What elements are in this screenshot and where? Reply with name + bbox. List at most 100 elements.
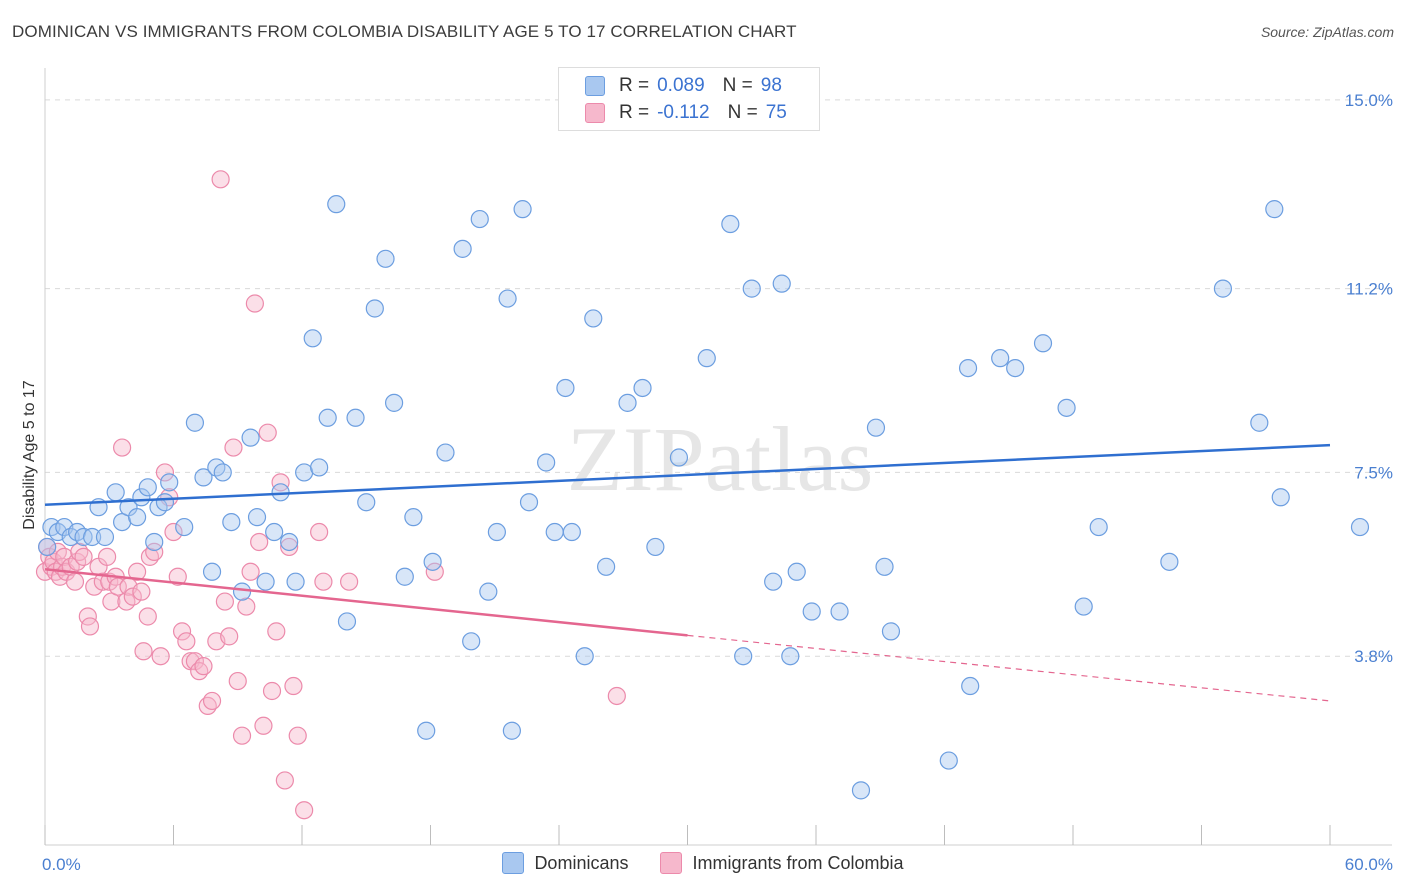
dominican-point bbox=[404, 508, 423, 527]
dominican-point bbox=[1265, 200, 1284, 219]
dominican-point bbox=[513, 200, 532, 219]
dominican-point bbox=[881, 622, 901, 641]
dominican-point bbox=[742, 279, 761, 298]
legend-item-colombia[interactable]: Immigrants from Colombia bbox=[660, 852, 904, 874]
dominican-point bbox=[939, 751, 958, 770]
dominican-point bbox=[1033, 334, 1053, 353]
colombia-trend-extension bbox=[687, 634, 1331, 702]
colombia-point bbox=[607, 686, 626, 706]
dominican-point bbox=[781, 647, 800, 666]
dominican-point bbox=[423, 552, 442, 571]
colombia-point bbox=[211, 170, 230, 189]
colombia-point bbox=[241, 562, 260, 581]
dominican-point bbox=[1089, 517, 1108, 537]
dominican-point bbox=[1006, 358, 1025, 378]
dominican-point bbox=[584, 309, 603, 328]
dominican-point bbox=[487, 522, 506, 542]
dominican-point bbox=[185, 413, 205, 432]
dominican-point bbox=[1160, 552, 1179, 571]
tick-labels: 3.8% 7.5% 11.2% 15.0% 0.0% 60.0% bbox=[42, 91, 1393, 874]
dominican-point bbox=[395, 567, 414, 586]
dominican-point bbox=[618, 393, 637, 412]
dominican-point bbox=[633, 378, 652, 398]
dominican-point bbox=[376, 249, 395, 268]
legend-n-value: 75 bbox=[765, 102, 787, 123]
dominican-point bbox=[417, 721, 436, 740]
dominican-point bbox=[83, 527, 102, 547]
dominican-point bbox=[1250, 413, 1269, 432]
legend-n-label: N = bbox=[727, 102, 758, 123]
colombia-point bbox=[185, 652, 205, 671]
colombia-point bbox=[220, 627, 239, 646]
dominican-point bbox=[106, 483, 125, 502]
dominican-point bbox=[479, 582, 498, 601]
dominican-point bbox=[384, 393, 404, 412]
dominican-point bbox=[346, 408, 365, 427]
dominican-point bbox=[830, 602, 849, 621]
dominican-point bbox=[545, 522, 564, 542]
colombia-point bbox=[108, 577, 127, 596]
colombia-point bbox=[138, 607, 157, 626]
legend-r-label: R = bbox=[619, 75, 650, 96]
y-tick-label: 15.0% bbox=[1345, 91, 1393, 110]
colombia-point bbox=[112, 438, 132, 457]
trend-layer bbox=[44, 443, 1331, 702]
dominican-point bbox=[127, 508, 147, 527]
dominican-point bbox=[202, 562, 222, 581]
dominican-point bbox=[303, 329, 322, 348]
dominican-point bbox=[286, 572, 305, 591]
dominican-point bbox=[562, 522, 581, 542]
colombia-point bbox=[254, 716, 273, 735]
dominican-point bbox=[1350, 517, 1370, 537]
y-tick-label: 7.5% bbox=[1354, 463, 1393, 482]
axes-layer bbox=[44, 68, 1392, 846]
legend-swatch-blue bbox=[585, 76, 605, 96]
dominican-point bbox=[318, 408, 337, 427]
dominican-point bbox=[537, 453, 556, 472]
legend-n-value: 98 bbox=[760, 75, 782, 96]
dominican-point bbox=[669, 448, 689, 467]
dominican-point bbox=[155, 493, 175, 512]
dominican-point bbox=[365, 299, 384, 318]
colombia-point bbox=[202, 691, 222, 711]
legend-item-dominicans[interactable]: Dominicans bbox=[502, 852, 628, 874]
colombia-point bbox=[98, 547, 117, 566]
colombia-point bbox=[284, 676, 303, 696]
colombia-point bbox=[258, 423, 277, 442]
dominican-point bbox=[256, 572, 275, 591]
legend-r-value: 0.089 bbox=[657, 75, 705, 96]
dominican-point bbox=[138, 478, 157, 497]
legend-n-label: N = bbox=[722, 75, 753, 96]
dominican-point bbox=[247, 508, 267, 527]
dominican-point bbox=[327, 195, 346, 214]
legend-label-dominicans: Dominicans bbox=[534, 852, 629, 873]
dominican-point bbox=[453, 239, 472, 258]
colombia-point bbox=[132, 582, 151, 601]
colombia-point bbox=[262, 681, 282, 701]
colombia-point bbox=[267, 622, 286, 641]
dominican-point bbox=[772, 274, 791, 293]
colombia-point bbox=[194, 657, 213, 676]
dominican-point bbox=[265, 522, 284, 542]
dominican-point bbox=[597, 557, 616, 576]
dominican-point bbox=[866, 418, 886, 437]
legend-row-colombia: R = -0.112 N = 75 bbox=[585, 101, 787, 125]
dominican-point bbox=[436, 443, 455, 462]
colombia-point bbox=[237, 597, 256, 616]
legend-row-dominicans: R = 0.089 N = 98 bbox=[585, 74, 782, 98]
grid-layer bbox=[45, 99, 1395, 657]
legend-label-colombia: Immigrants from Colombia bbox=[692, 852, 904, 873]
colombia-point bbox=[177, 632, 196, 651]
colombia-point bbox=[295, 801, 314, 820]
y-tick-label: 11.2% bbox=[1346, 280, 1393, 299]
dominican-point bbox=[194, 468, 213, 487]
legend-swatch-pink bbox=[585, 103, 605, 123]
dominican-point bbox=[160, 473, 179, 492]
dominican-point bbox=[556, 378, 575, 398]
legend-r-label: R = bbox=[619, 102, 650, 123]
dominican-point bbox=[38, 537, 57, 557]
dominican-point bbox=[764, 572, 783, 591]
dominican-points bbox=[38, 195, 1370, 800]
legend-swatch-dominicans bbox=[502, 852, 525, 874]
